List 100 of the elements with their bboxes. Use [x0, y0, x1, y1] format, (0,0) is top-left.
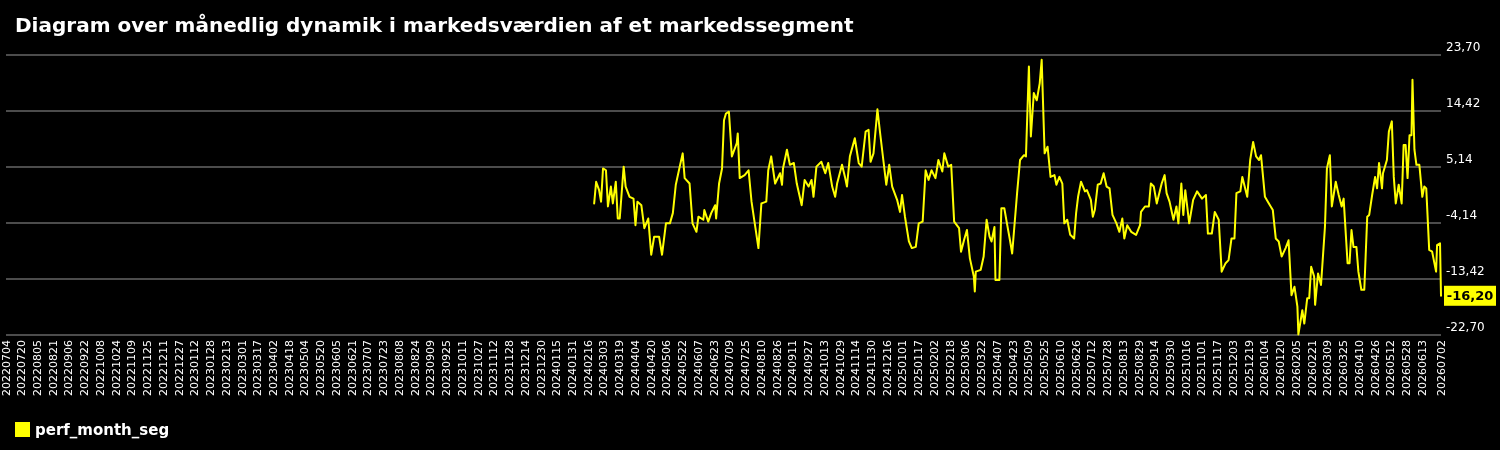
x-tick-label: 20260702	[1434, 340, 1448, 396]
y-tick-label: -22,70	[1446, 320, 1485, 334]
x-tick-label: 20230317	[251, 340, 265, 396]
x-tick-label: 20220821	[46, 340, 60, 396]
x-tick-label: 20250712	[1085, 340, 1099, 396]
x-tick-label: 20250728	[1101, 340, 1115, 396]
x-tick-label: 20260120	[1274, 340, 1288, 396]
x-tick-label: 20240506	[660, 340, 674, 396]
x-tick-label: 20240927	[802, 340, 816, 396]
x-tick-label: 20240319	[613, 340, 627, 396]
x-tick-label: 20250202	[927, 340, 941, 396]
x-tick-label: 20230128	[204, 340, 218, 396]
x-tick-label: 20220704	[0, 340, 13, 396]
x-tick-label: 20230504	[298, 340, 312, 396]
x-tick-label: 20230301	[235, 340, 249, 396]
x-tick-label: 20250914	[1148, 340, 1162, 396]
x-tick-label: 20231011	[455, 340, 469, 396]
y-tick-label: 14,42	[1446, 96, 1481, 110]
x-tick-label: 20230605	[329, 340, 343, 396]
x-tick-label: 20251016	[1179, 340, 1193, 396]
y-tick-label: -4,14	[1446, 208, 1478, 222]
chart-title: Diagram over månedlig dynamik i markedsværdien af et markedssegment	[15, 13, 854, 37]
x-tick-label: 20230112	[188, 340, 202, 396]
y-tick-label: 23,70	[1446, 40, 1481, 54]
x-tick-label: 20250509	[1022, 340, 1036, 396]
x-tick-label: 20240404	[628, 340, 642, 396]
x-tick-label: 20231230	[534, 340, 548, 396]
x-tick-label: 20240826	[770, 340, 784, 396]
x-tick-label: 20240216	[581, 340, 595, 396]
x-tick-label: 20240131	[566, 340, 580, 396]
x-tick-label: 20220805	[30, 340, 44, 396]
x-tick-label: 20260528	[1400, 340, 1414, 396]
x-tick-label: 20250930	[1164, 340, 1178, 396]
x-tick-label: 20241130	[865, 340, 879, 396]
y-tick-label: -13,42	[1446, 264, 1485, 278]
x-tick-label: 20240303	[597, 340, 611, 396]
x-tick-label: 20260325	[1337, 340, 1351, 396]
x-tick-label: 20250407	[990, 340, 1004, 396]
x-tick-label: 20240623	[707, 340, 721, 396]
x-tick-label: 20260104	[1258, 340, 1272, 396]
x-tick-label: 20251101	[1195, 340, 1209, 396]
x-tick-label: 20221109	[125, 340, 139, 396]
x-tick-label: 20250525	[1038, 340, 1052, 396]
x-tick-label: 20250306	[959, 340, 973, 396]
x-tick-label: 20241013	[817, 340, 831, 396]
x-tick-label: 20250322	[975, 340, 989, 396]
x-tick-label: 20221008	[93, 340, 107, 396]
x-tick-label: 20250117	[912, 340, 926, 396]
x-tick-label: 20260205	[1289, 340, 1303, 396]
x-tick-label: 20221024	[109, 340, 123, 396]
x-tick-label: 20240810	[754, 340, 768, 396]
x-tick-label: 20231214	[518, 340, 532, 396]
x-tick-label: 20221211	[156, 340, 170, 396]
x-tick-label: 20230418	[282, 340, 296, 396]
x-tick-label: 20230925	[440, 340, 454, 396]
x-tick-label: 20230808	[392, 340, 406, 396]
x-tick-label: 20221125	[141, 340, 155, 396]
x-tick-label: 20230402	[267, 340, 281, 396]
x-tick-label: 20240420	[644, 340, 658, 396]
x-tick-label: 20230621	[345, 340, 359, 396]
x-tick-label: 20250218	[943, 340, 957, 396]
x-tick-label: 20231112	[487, 340, 501, 396]
x-tick-label: 20251219	[1242, 340, 1256, 396]
x-tick-label: 20241029	[833, 340, 847, 396]
x-tick-label: 20240522	[676, 340, 690, 396]
x-tick-label: 20250829	[1132, 340, 1146, 396]
x-tick-label: 20231027	[471, 340, 485, 396]
x-tick-label: 20241114	[849, 340, 863, 396]
x-tick-label: 20231128	[503, 340, 517, 396]
x-tick-label: 20230707	[361, 340, 375, 396]
x-tick-label: 20250610	[1053, 340, 1067, 396]
x-tick-label: 20251203	[1226, 340, 1240, 396]
x-tick-label: 20230520	[314, 340, 328, 396]
x-tick-label: 20220906	[62, 340, 76, 396]
x-tick-label: 20230723	[377, 340, 391, 396]
y-tick-label: 5,14	[1446, 152, 1473, 166]
x-tick-label: 20251117	[1211, 340, 1225, 396]
x-tick-label: 20260410	[1352, 340, 1366, 396]
x-tick-label: 20240115	[550, 340, 564, 396]
annotation: -16,20	[1446, 288, 1494, 304]
x-tick-label: 20240607	[691, 340, 705, 396]
x-tick-label: 20250813	[1116, 340, 1130, 396]
x-tick-label: 20220922	[78, 340, 92, 396]
x-tick-label: 20221227	[172, 340, 186, 396]
x-tick-label: 20230213	[219, 340, 233, 396]
x-tick-label: 20230909	[424, 340, 438, 396]
x-tick-label: 20250423	[1006, 340, 1020, 396]
x-tick-label: 20240725	[739, 340, 753, 396]
x-tick-label: 20250101	[896, 340, 910, 396]
x-tick-label: 20260309	[1321, 340, 1335, 396]
x-tick-label: 20260426	[1368, 340, 1382, 396]
x-tick-label: 20240911	[786, 340, 800, 396]
x-tick-label: 20260512	[1384, 340, 1398, 396]
x-tick-label: 20220720	[15, 340, 29, 396]
x-tick-label: 20241216	[880, 340, 894, 396]
x-tick-label: 20260221	[1305, 340, 1319, 396]
x-tick-label: 20230824	[408, 340, 422, 396]
x-tick-label: 20260613	[1415, 340, 1429, 396]
legend-label: perf_month_seg	[35, 421, 170, 439]
x-tick-label: 20250626	[1069, 340, 1083, 396]
